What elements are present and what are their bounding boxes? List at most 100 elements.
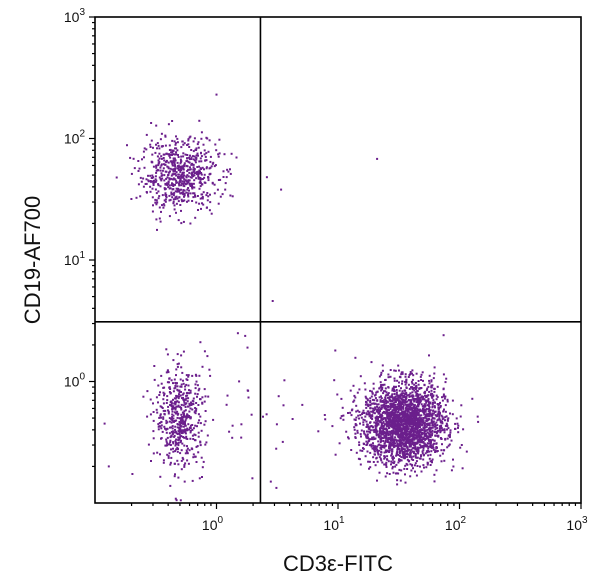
event-point [186, 391, 189, 394]
event-point [367, 436, 370, 439]
event-point [183, 480, 186, 483]
event-point [195, 171, 198, 174]
event-point [156, 147, 158, 150]
event-point [169, 167, 172, 170]
event-point [174, 444, 177, 447]
event-point [150, 160, 153, 163]
event-point [155, 169, 158, 172]
event-point [375, 391, 378, 394]
event-point [172, 447, 174, 450]
event-point [145, 182, 148, 185]
event-point [384, 439, 387, 442]
event-point [157, 164, 160, 167]
event-point [374, 406, 377, 409]
event-point [176, 400, 179, 403]
x-axis-title: CD3ε-FITC [283, 551, 393, 576]
event-point [442, 395, 445, 398]
event-point [417, 435, 420, 438]
event-point [381, 432, 384, 435]
event-point [396, 406, 399, 408]
event-point [381, 412, 384, 414]
event-point [162, 459, 165, 462]
event-point [184, 385, 187, 388]
event-point [164, 192, 167, 195]
event-point [129, 156, 132, 159]
event-point [175, 368, 178, 371]
event-point [405, 427, 408, 430]
event-point [436, 385, 439, 388]
event-point [194, 392, 197, 395]
event-point [422, 422, 425, 425]
event-point [407, 449, 409, 452]
event-point [436, 424, 439, 427]
event-point [341, 406, 344, 409]
event-point [384, 396, 387, 399]
event-point [416, 394, 419, 397]
event-point [179, 180, 182, 183]
event-point [375, 421, 378, 424]
event-point [426, 414, 429, 417]
event-point [376, 430, 379, 433]
event-point [169, 444, 172, 446]
event-point [189, 192, 192, 195]
event-point [436, 450, 439, 452]
event-point [415, 394, 418, 397]
event-point [168, 154, 171, 157]
event-point [164, 182, 167, 185]
event-point [373, 430, 376, 433]
event-point [170, 402, 173, 405]
event-point [378, 449, 381, 452]
event-point [397, 472, 400, 475]
event-point [380, 440, 383, 442]
event-point [224, 182, 227, 185]
event-point [147, 443, 150, 446]
event-point [385, 400, 388, 403]
event-point [364, 388, 367, 391]
event-point [414, 408, 416, 411]
event-point [404, 403, 407, 406]
event-point [183, 436, 186, 439]
event-point [222, 170, 225, 173]
event-point [422, 441, 425, 443]
event-point [471, 397, 474, 400]
event-point [370, 443, 373, 446]
event-point [414, 413, 417, 416]
event-point [427, 410, 430, 413]
event-point [363, 430, 365, 433]
event-point [165, 196, 168, 199]
event-point [186, 174, 189, 177]
event-point [408, 432, 411, 435]
event-point [415, 437, 418, 440]
event-point [149, 185, 152, 188]
event-point [428, 382, 431, 385]
event-point [422, 436, 425, 439]
event-point [196, 425, 198, 428]
event-point [410, 423, 413, 425]
event-point [385, 436, 388, 438]
event-point [176, 365, 179, 368]
event-point [413, 386, 416, 389]
event-point [423, 423, 426, 426]
event-point [188, 404, 191, 407]
event-point [361, 413, 364, 415]
event-point [164, 135, 167, 138]
event-point [422, 398, 425, 400]
event-point [230, 152, 233, 155]
event-point [412, 425, 415, 428]
event-point [192, 150, 195, 153]
event-point [418, 400, 421, 403]
event-point [282, 404, 285, 407]
event-point [196, 393, 199, 396]
event-point [200, 137, 203, 140]
event-point [374, 446, 377, 448]
event-point [406, 468, 409, 470]
event-point [164, 444, 167, 447]
y-tick-label: 102 [64, 129, 86, 147]
event-point [401, 399, 404, 402]
event-point [379, 431, 382, 434]
event-point [379, 435, 382, 438]
event-point [226, 168, 229, 171]
event-point [133, 167, 136, 170]
event-point [197, 175, 200, 178]
event-point [275, 423, 278, 426]
